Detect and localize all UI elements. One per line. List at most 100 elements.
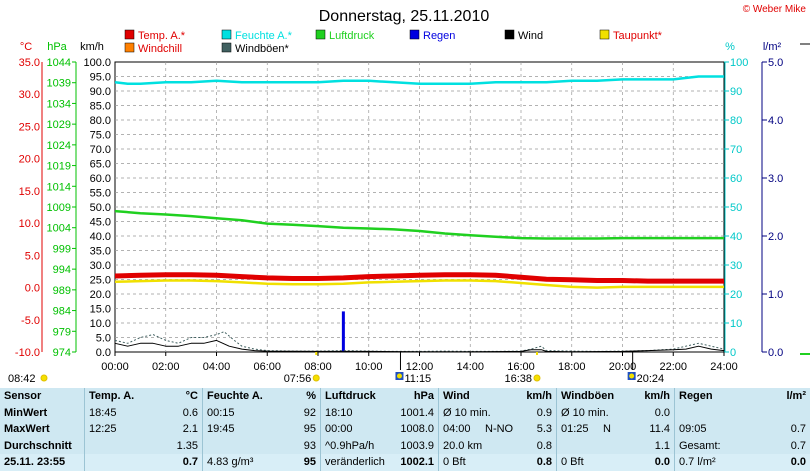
tick-label-kmh: 60.0 [90, 173, 111, 185]
sun-icon [312, 374, 320, 382]
tick-label-rain: 5.0 [768, 57, 783, 69]
tick-label-percent: 0 [730, 347, 736, 359]
tick-label-x: 00:00 [101, 361, 129, 373]
header-rain: Regen l/m² [679, 390, 806, 402]
tick-label-x: 22:00 [659, 361, 687, 373]
tick-label-celsius: -5.0 [21, 315, 40, 327]
moon-glyph [629, 373, 635, 379]
tick-label-hpa: 974 [53, 347, 71, 359]
tick-label-percent: 40 [730, 231, 742, 243]
tick-label-x: 06:00 [253, 361, 281, 373]
moon-glyph [396, 373, 402, 379]
legend-swatch [221, 42, 232, 53]
gridlines [115, 62, 724, 352]
marker-time-label: 08:42 [8, 373, 36, 385]
tick-label-hpa: 1009 [47, 202, 71, 214]
axis-unit-labels: °C hPa km/h% l/m² [20, 41, 782, 53]
legend-swatch [124, 42, 135, 53]
legend-swatch [504, 29, 515, 40]
legend-entry-label: Windchill [138, 43, 182, 55]
cell-wind: 04:00 N-NO 5.3 [439, 421, 557, 438]
header-temp: Temp. A. °C [85, 388, 203, 405]
legend-swatch [124, 29, 135, 40]
sun-moon-markers: 08:42 07:56 11:15 16:38 20:24 [8, 352, 664, 385]
tick-label-rain: 0.0 [768, 347, 783, 359]
tick-label-kmh: 20.0 [90, 289, 111, 301]
tick-label-percent: 60 [730, 173, 742, 185]
axis-label-kmh: km/h [80, 41, 104, 53]
axis-label-hpa: hPa [47, 41, 67, 53]
tick-label-rain: 3.0 [768, 173, 783, 185]
sun-icon [40, 374, 48, 382]
legend-entry-label: Taupunkt* [613, 30, 663, 42]
cell-temp: 18:45 0.6 [85, 404, 203, 422]
sun-icon [533, 374, 541, 382]
tick-label-percent: 80 [730, 115, 742, 127]
tick-label-x: 16:00 [507, 361, 535, 373]
header-pressure: Luftdruck hPa [321, 388, 439, 405]
tick-label-celsius: 30.0 [19, 89, 40, 101]
tick-label-kmh: 10.0 [90, 318, 111, 330]
cell-wind: 0 Bft 0.8 [439, 454, 557, 471]
tick-label-hpa: 1014 [47, 181, 71, 193]
tick-label-kmh: 30.0 [90, 260, 111, 272]
tick-label-percent: 30 [730, 260, 742, 272]
cell-sensor: MaxWert [0, 421, 85, 438]
cell-wind: Ø 10 min. 0.9 [439, 404, 557, 422]
tick-label-percent: 90 [730, 86, 742, 98]
tick-label-hpa: 984 [53, 306, 71, 318]
cell-gust: 01:25 N 11.4 [557, 421, 675, 438]
rain-bars [341, 311, 345, 352]
tick-label-kmh: 35.0 [90, 246, 111, 258]
header-gust: Windböen km/h [557, 388, 675, 405]
tick-label-kmh: 100.0 [83, 57, 111, 69]
series-line-wind [114, 339, 725, 353]
tick-label-x: 12:00 [406, 361, 434, 373]
cell-pressure: 18:10 1001.4 [321, 404, 439, 422]
tick-label-x: 20:00 [609, 361, 637, 373]
series-line-taupunkt [114, 279, 724, 289]
legend-entry-label: Wind [518, 30, 543, 42]
weather-chart: Donnerstag, 25.11.2010 © Weber Mike Temp… [8, 4, 810, 385]
tick-label-kmh: 5.0 [96, 333, 111, 345]
tick-label-percent: 100 [730, 57, 748, 69]
tick-label-kmh: 95.0 [90, 72, 111, 84]
cell-gust: 0 Bft 0.0 [557, 454, 675, 471]
tick-label-rain: 1.0 [768, 289, 783, 301]
chart-legend: Temp. A.* Feuchte A.* Luftdruck Regen Wind Ta… [124, 29, 663, 55]
cell-gust: 1.1 [557, 437, 675, 455]
tick-label-celsius: 25.0 [19, 121, 40, 133]
legend-swatch [409, 29, 420, 40]
tick-label-kmh: 15.0 [90, 304, 111, 316]
tick-label-celsius: 35.0 [19, 57, 40, 69]
tick-label-percent: 50 [730, 202, 742, 214]
tick-label-x: 08:00 [304, 361, 332, 373]
cell-pressure: ^0.9hPa/h 1003.9 [321, 437, 439, 455]
data-series [114, 75, 725, 353]
tick-label-kmh: 90.0 [90, 86, 111, 98]
tick-label-celsius: 10.0 [19, 218, 40, 230]
tick-label-kmh: 75.0 [90, 130, 111, 142]
cell-sensor: MinWert [0, 404, 85, 422]
legend-entry-label: Feuchte A.* [235, 30, 293, 42]
tick-label-celsius: -10.0 [15, 347, 40, 359]
tick-label-celsius: 15.0 [19, 186, 40, 198]
cell-pressure: 00:00 1008.0 [321, 421, 439, 438]
cell-temp: 12:25 2.1 [85, 421, 203, 438]
series-line-tempa [114, 272, 724, 284]
legend-entry-label: Regen [423, 30, 455, 42]
rain-bar [341, 311, 345, 352]
x-axis-ticks: 00:00 02:00 04:00 06:00 08:00 10:00 12:00 14:00… [101, 352, 738, 373]
cell-humidity: 93 [203, 437, 321, 455]
statistics-table: Sensor Temp. A. °C Feuchte A.% Luftdruck h… [0, 388, 810, 471]
cell-rain: 09:05 0.7 [679, 423, 806, 436]
marker-time-label: 20:24 [637, 373, 665, 385]
series-line-feuchtea [114, 75, 724, 86]
tick-label-kmh: 50.0 [90, 202, 111, 214]
tick-label-kmh: 25.0 [90, 275, 111, 287]
tick-label-hpa: 1034 [47, 98, 71, 110]
tick-label-hpa: 989 [53, 285, 71, 297]
tick-label-kmh: 40.0 [90, 231, 111, 243]
cell-pressure: veränderlich 1002.1 [321, 454, 439, 471]
header-humidity: Feuchte A.% [203, 388, 321, 405]
